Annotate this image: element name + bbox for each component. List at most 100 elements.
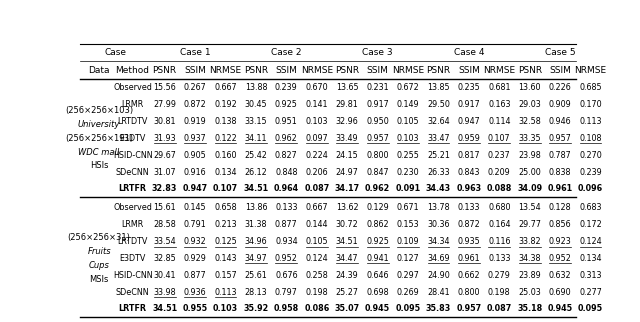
Text: 0.134: 0.134	[214, 167, 237, 176]
Text: SDeCNN: SDeCNN	[116, 288, 149, 297]
Text: 0.909: 0.909	[548, 100, 572, 109]
Text: 0.843: 0.843	[458, 167, 480, 176]
Text: 0.646: 0.646	[366, 271, 389, 280]
Text: (256×256×31): (256×256×31)	[68, 233, 131, 242]
Text: 13.54: 13.54	[518, 203, 541, 212]
Text: 0.103: 0.103	[213, 304, 238, 313]
Text: 0.095: 0.095	[396, 304, 420, 313]
Text: 30.36: 30.36	[427, 220, 450, 229]
Text: 34.51: 34.51	[336, 237, 358, 246]
Text: 0.114: 0.114	[488, 117, 511, 126]
Text: LRMR: LRMR	[122, 100, 144, 109]
Text: 0.107: 0.107	[213, 185, 238, 194]
Text: 0.872: 0.872	[458, 220, 480, 229]
Text: 0.213: 0.213	[214, 220, 237, 229]
Text: PSNR: PSNR	[518, 66, 542, 75]
Text: 32.64: 32.64	[427, 117, 450, 126]
Text: 0.170: 0.170	[579, 100, 602, 109]
Text: 0.235: 0.235	[458, 83, 480, 92]
Text: 0.105: 0.105	[305, 237, 328, 246]
Text: 0.917: 0.917	[458, 100, 480, 109]
Text: 0.141: 0.141	[305, 100, 328, 109]
Text: SDeCNN: SDeCNN	[116, 167, 149, 176]
Text: 0.198: 0.198	[488, 288, 511, 297]
Text: 24.90: 24.90	[427, 271, 450, 280]
Text: 0.125: 0.125	[214, 237, 237, 246]
Text: 0.952: 0.952	[275, 254, 298, 263]
Text: 0.959: 0.959	[458, 134, 480, 143]
Text: 0.160: 0.160	[214, 151, 237, 160]
Text: 0.164: 0.164	[488, 220, 511, 229]
Text: 0.667: 0.667	[214, 83, 237, 92]
Text: 0.143: 0.143	[214, 254, 237, 263]
Text: 0.952: 0.952	[548, 254, 572, 263]
Text: 0.192: 0.192	[214, 100, 237, 109]
Text: 0.128: 0.128	[549, 203, 572, 212]
Text: 0.957: 0.957	[548, 134, 572, 143]
Text: 0.103: 0.103	[305, 117, 328, 126]
Text: PSNR: PSNR	[244, 66, 268, 75]
Text: 0.145: 0.145	[184, 203, 206, 212]
Text: 34.38: 34.38	[518, 254, 541, 263]
Text: 0.917: 0.917	[366, 100, 389, 109]
Text: 35.92: 35.92	[243, 304, 269, 313]
Text: SSIM: SSIM	[367, 66, 388, 75]
Text: PSNR: PSNR	[426, 66, 451, 75]
Text: PSNR: PSNR	[335, 66, 359, 75]
Text: 0.957: 0.957	[366, 134, 389, 143]
Text: 25.27: 25.27	[335, 288, 358, 297]
Text: MSIs: MSIs	[90, 275, 109, 284]
Text: 13.78: 13.78	[427, 203, 450, 212]
Text: 0.255: 0.255	[397, 151, 419, 160]
Text: 0.683: 0.683	[579, 203, 602, 212]
Text: 0.817: 0.817	[458, 151, 480, 160]
Text: 0.267: 0.267	[184, 83, 207, 92]
Text: 0.787: 0.787	[548, 151, 572, 160]
Text: 0.945: 0.945	[548, 304, 573, 313]
Text: 0.962: 0.962	[365, 185, 390, 194]
Text: 0.862: 0.862	[366, 220, 389, 229]
Text: 33.47: 33.47	[427, 134, 450, 143]
Text: 0.107: 0.107	[488, 134, 511, 143]
Text: SSIM: SSIM	[275, 66, 297, 75]
Text: 0.905: 0.905	[184, 151, 207, 160]
Text: 0.955: 0.955	[182, 304, 207, 313]
Text: 0.797: 0.797	[275, 288, 298, 297]
Text: 35.07: 35.07	[335, 304, 360, 313]
Text: 13.65: 13.65	[336, 83, 358, 92]
Text: 28.41: 28.41	[427, 288, 450, 297]
Text: 34.69: 34.69	[427, 254, 450, 263]
Text: 0.670: 0.670	[305, 83, 328, 92]
Text: 33.98: 33.98	[154, 288, 176, 297]
Text: Observed: Observed	[113, 83, 152, 92]
Text: 0.133: 0.133	[488, 254, 511, 263]
Text: 34.51: 34.51	[243, 185, 268, 194]
Text: E3DTV: E3DTV	[120, 254, 146, 263]
Text: LRMR: LRMR	[122, 220, 144, 229]
Text: 0.671: 0.671	[397, 203, 419, 212]
Text: 34.97: 34.97	[244, 254, 268, 263]
Text: 29.50: 29.50	[427, 100, 450, 109]
Text: 0.103: 0.103	[397, 134, 419, 143]
Text: 0.963: 0.963	[456, 185, 481, 194]
Text: 31.93: 31.93	[154, 134, 176, 143]
Text: 0.279: 0.279	[488, 271, 511, 280]
Text: 0.206: 0.206	[305, 167, 328, 176]
Text: 0.681: 0.681	[488, 83, 511, 92]
Text: 0.800: 0.800	[458, 288, 480, 297]
Text: 24.15: 24.15	[336, 151, 358, 160]
Text: 0.226: 0.226	[548, 83, 572, 92]
Text: 15.61: 15.61	[154, 203, 176, 212]
Text: 0.676: 0.676	[275, 271, 298, 280]
Text: SSIM: SSIM	[184, 66, 206, 75]
Text: 0.088: 0.088	[486, 185, 512, 194]
Text: 0.923: 0.923	[548, 237, 572, 246]
Text: 0.198: 0.198	[305, 288, 328, 297]
Text: 26.33: 26.33	[427, 167, 450, 176]
Text: 0.925: 0.925	[275, 100, 298, 109]
Text: 32.85: 32.85	[153, 254, 176, 263]
Text: 29.81: 29.81	[336, 100, 358, 109]
Text: Case: Case	[105, 48, 127, 57]
Text: 0.632: 0.632	[549, 271, 572, 280]
Text: E3DTV: E3DTV	[120, 134, 146, 143]
